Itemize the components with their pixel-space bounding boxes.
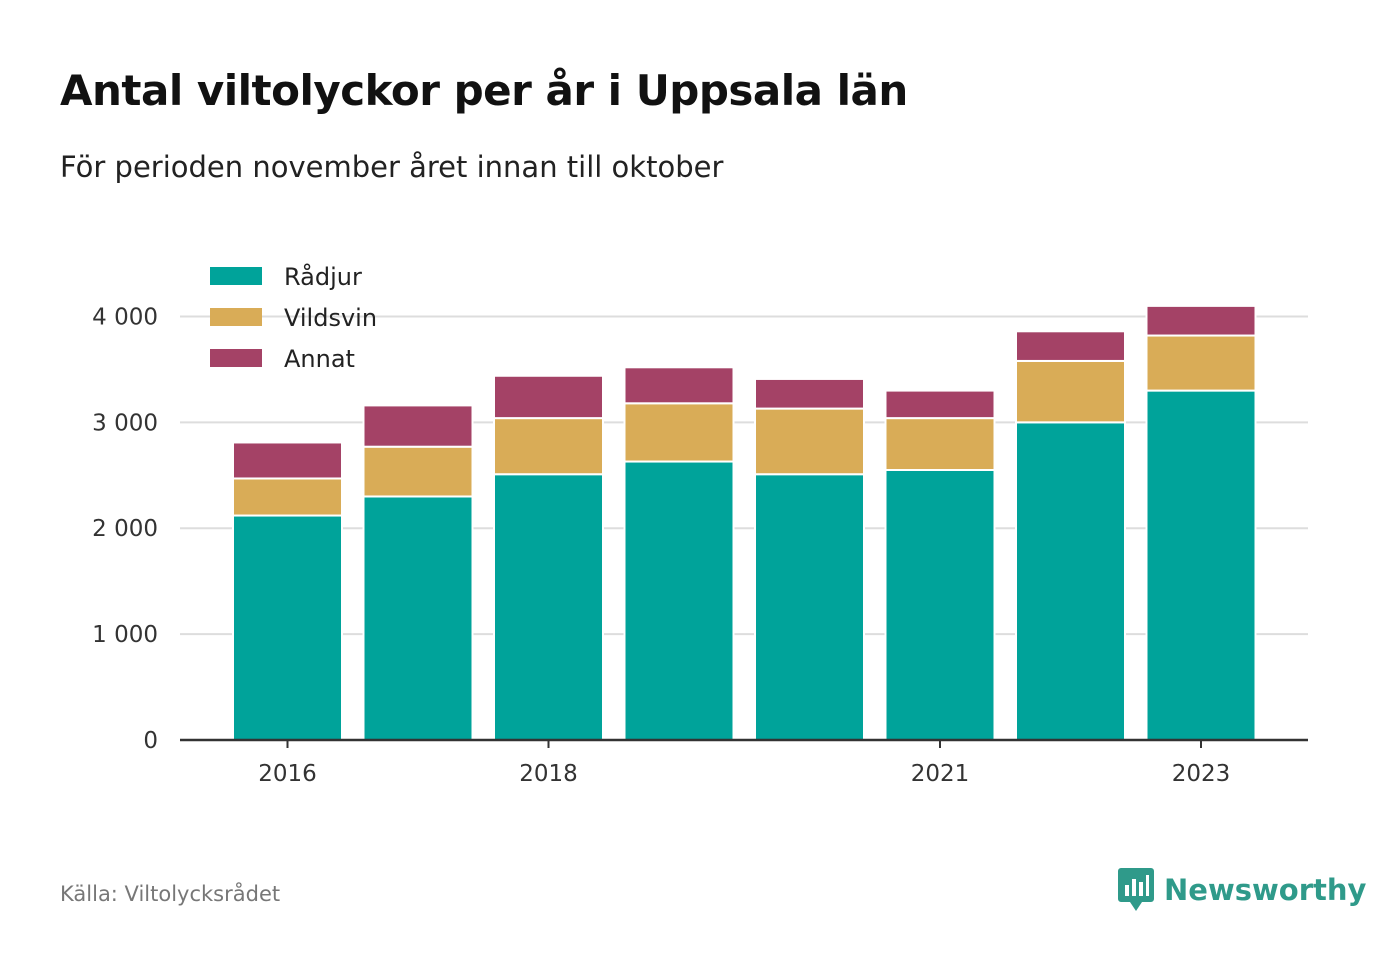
legend-swatch: [210, 308, 262, 326]
bar-segment-rådjur-2023: [1145, 389, 1257, 741]
bar-segment-vildsvin-2022: [1015, 359, 1126, 424]
bar-segment-vildsvin-2016: [232, 477, 343, 517]
source-note: Källa: Viltolycksrådet: [60, 882, 281, 906]
bar-segment-vildsvin-2017: [362, 445, 474, 498]
legend: Rådjur Vildsvin Annat: [210, 262, 377, 373]
y-axis-labels: 0 1 000 2 000 3 000 4 000: [92, 304, 158, 754]
legend-label: Rådjur: [284, 262, 362, 291]
legend-label: Annat: [284, 345, 355, 373]
y-tick-label: 0: [143, 728, 158, 754]
legend-label: Vildsvin: [284, 304, 377, 332]
x-axis-labels: 2016 2018 2021 2023: [258, 761, 1230, 787]
bar-segment-vildsvin-2023: [1145, 334, 1257, 392]
bar-segment-rådjur-2016: [232, 514, 343, 741]
bar-segment-annat-2020: [754, 377, 865, 410]
y-tick-label: 2 000: [92, 516, 158, 542]
newsworthy-logo-icon: [1118, 868, 1154, 911]
x-axis: [180, 738, 1308, 748]
bar-segment-rådjur-2018: [493, 473, 604, 741]
x-tick-label: 2021: [911, 761, 970, 787]
y-tick-label: 3 000: [92, 410, 158, 436]
legend-swatch: [210, 349, 262, 367]
brand-name: Newsworthy: [1164, 873, 1367, 907]
y-tick-label: 4 000: [92, 304, 158, 330]
y-tick-label: 1 000: [92, 622, 158, 648]
bar-segment-annat-2022: [1015, 330, 1126, 362]
bar-segment-vildsvin-2019: [623, 402, 735, 463]
bar-segment-vildsvin-2018: [493, 417, 604, 476]
x-tick-label: 2023: [1172, 761, 1231, 787]
brand-logo: Newsworthy: [1118, 868, 1366, 912]
bar-segment-annat-2019: [623, 366, 735, 405]
legend-swatch: [210, 267, 262, 285]
bar-segment-rådjur-2022: [1015, 421, 1126, 741]
bar-segment-rådjur-2020: [754, 473, 865, 741]
chart-title: Antal viltolyckor per år i Uppsala län: [60, 66, 908, 115]
bars: [232, 304, 1257, 741]
x-tick-label: 2016: [258, 761, 317, 787]
chart-subtitle: För perioden november året innan till ok…: [60, 150, 724, 184]
bar-segment-rådjur-2019: [623, 460, 735, 741]
bar-segment-rådjur-2021: [884, 469, 996, 741]
bar-segment-annat-2016: [232, 441, 343, 480]
bar-segment-rådjur-2017: [362, 495, 474, 741]
bar-segment-annat-2023: [1145, 304, 1257, 337]
bar-segment-annat-2021: [884, 389, 996, 420]
bar-segment-vildsvin-2021: [884, 417, 996, 471]
bar-segment-annat-2018: [493, 374, 604, 420]
bar-segment-vildsvin-2020: [754, 407, 865, 476]
x-tick-label: 2018: [519, 761, 578, 787]
bar-segment-annat-2017: [362, 404, 474, 448]
